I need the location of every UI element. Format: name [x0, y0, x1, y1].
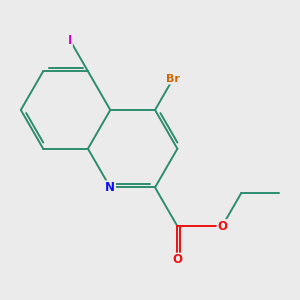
Text: O: O — [217, 220, 227, 233]
Text: N: N — [105, 181, 115, 194]
Text: O: O — [172, 253, 182, 266]
Text: Br: Br — [166, 74, 180, 84]
Text: I: I — [68, 34, 72, 47]
